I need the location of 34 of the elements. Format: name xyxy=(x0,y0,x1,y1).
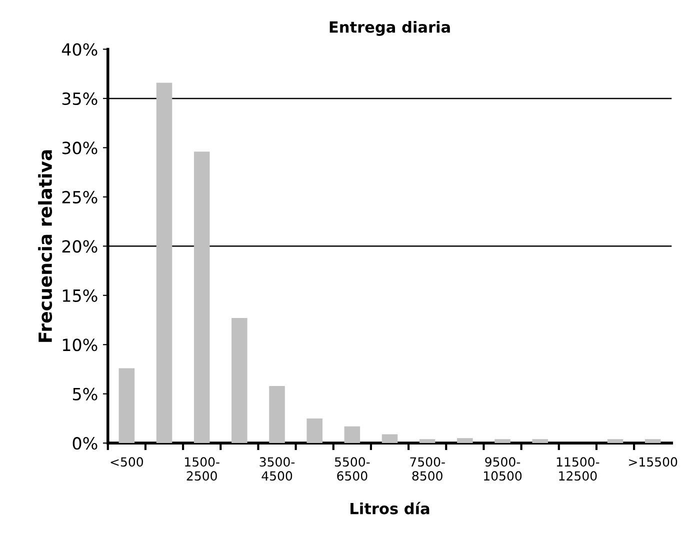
y-tick-label: 0% xyxy=(72,437,98,450)
x-axis-title: Litros día xyxy=(350,502,430,514)
bar xyxy=(306,418,322,444)
bar xyxy=(644,439,661,444)
bar xyxy=(457,438,473,444)
bar xyxy=(194,152,210,444)
bar xyxy=(607,439,624,444)
y-tick-label: 5% xyxy=(73,388,98,400)
bar xyxy=(532,439,548,444)
bar xyxy=(118,368,135,444)
y-axis-title: Frecuencia relativa xyxy=(38,150,52,342)
bar xyxy=(419,439,436,444)
x-tick-label: <500 xyxy=(110,457,144,467)
y-tick-label: 15% xyxy=(62,289,98,302)
chart-title: Entrega diaria xyxy=(330,20,450,36)
bar xyxy=(344,426,360,444)
x-tick-label: 5500- 6500 xyxy=(334,457,370,481)
y-tick-label: 20% xyxy=(62,240,98,253)
y-tick-label: 10% xyxy=(62,338,98,352)
bar xyxy=(494,439,510,444)
bar xyxy=(232,318,248,444)
bar xyxy=(269,386,285,444)
bar xyxy=(156,82,172,444)
y-tick-label: 35% xyxy=(62,92,98,106)
x-tick-label: 11500- 12500 xyxy=(556,457,600,481)
y-tick-label: 25% xyxy=(62,190,98,204)
x-tick-label: 3500- 4500 xyxy=(260,457,295,481)
x-tick-label: 9500- 10500 xyxy=(484,457,522,481)
x-tick-label: 1500- 2500 xyxy=(185,457,220,481)
x-tick-label: 7500- 8500 xyxy=(410,457,445,481)
y-tick-label: 30% xyxy=(62,142,98,154)
bar xyxy=(382,434,398,444)
y-tick-label: 40% xyxy=(62,43,98,56)
x-tick-label: >15500 xyxy=(629,457,678,467)
